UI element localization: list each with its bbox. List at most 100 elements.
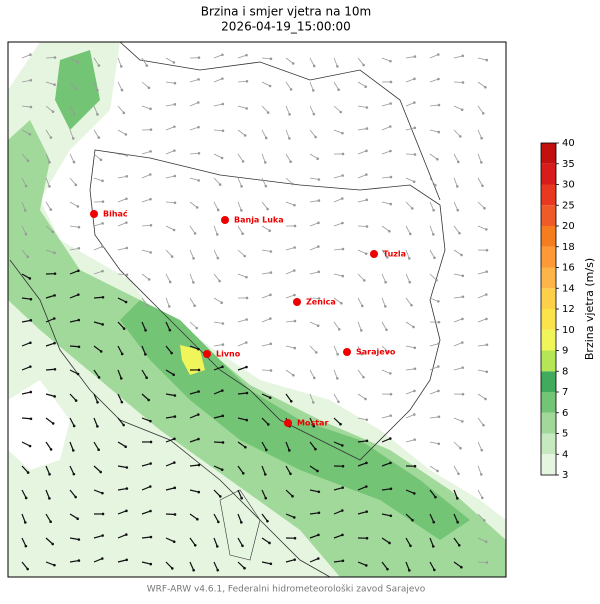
wind-arrow-head [30, 417, 33, 420]
wind-arrow-head [315, 351, 318, 354]
wind-arrow-head [288, 113, 291, 116]
wind-arrow-head [25, 233, 28, 236]
wind-arrow-head [267, 111, 270, 114]
wind-arrow-head [173, 540, 176, 543]
wind-arrow-head [317, 245, 320, 248]
colorbar-tick-label: 20 [562, 221, 575, 232]
wind-arrow-head [125, 301, 128, 304]
wind-arrow-head [174, 415, 177, 418]
wind-arrow-head [265, 185, 268, 188]
wind-arrow-head [437, 300, 440, 303]
wind-arrow-head [48, 497, 51, 500]
wind-arrow-head [241, 545, 244, 548]
wind-arrow-head [482, 112, 485, 115]
wind-arrow-head [480, 473, 483, 476]
wind-arrow-head [50, 136, 53, 139]
wind-arrow-head [312, 401, 315, 404]
footer: WRF-ARW v4.6.1, Federalni hidrometeorolo… [147, 584, 426, 595]
wind-arrow-head [486, 249, 489, 252]
wind-arrow-head [365, 199, 368, 202]
wind-arrow-head [294, 225, 297, 228]
wind-arrow-head [411, 519, 414, 522]
wind-arrow-head [245, 107, 248, 110]
wind-arrow-head [483, 519, 486, 522]
wind-arrow-head [169, 329, 172, 332]
wind-arrow-head [292, 374, 295, 377]
wind-arrow-head [438, 442, 441, 445]
colorbar-tick-label: 14 [562, 283, 575, 294]
wind-arrow-head [458, 544, 461, 547]
wind-arrow-head [96, 425, 99, 428]
wind-arrow-head [78, 538, 81, 541]
wind-arrow-head [150, 128, 153, 131]
wind-arrow-head [364, 85, 367, 88]
wind-arrow-head [481, 497, 484, 500]
city-label: Banja Luka [234, 216, 284, 225]
wind-arrow-head [53, 342, 56, 345]
wind-arrow-head [462, 295, 465, 298]
wind-arrow-head [198, 56, 201, 59]
wind-arrow-head [73, 161, 76, 164]
wind-arrow-head [25, 185, 28, 188]
wind-arrow-head [293, 516, 296, 519]
wind-arrow-head [436, 470, 439, 473]
wind-arrow-head [96, 89, 99, 92]
wind-arrow-head [462, 275, 465, 278]
city-label: Mostar [297, 419, 328, 428]
wind-arrow-head [243, 567, 246, 570]
wind-arrow-head [293, 347, 296, 350]
colorbar-segment [541, 434, 556, 455]
wind-arrow-head [170, 352, 173, 355]
wind-arrow-head [53, 294, 56, 297]
wind-arrow-head [435, 279, 438, 282]
wind-arrow-head [198, 369, 201, 372]
wind-arrow-head [245, 366, 248, 369]
wind-arrow-head [217, 209, 220, 212]
wind-arrow-head [195, 327, 198, 330]
wind-arrow-head [314, 448, 317, 451]
wind-arrow-head [366, 439, 369, 442]
wind-arrow-head [338, 328, 341, 331]
wind-arrow-head [245, 54, 248, 57]
wind-arrow-head [432, 521, 435, 524]
wind-arrow-head [149, 420, 152, 423]
wind-arrow-head [219, 495, 222, 498]
wind-arrow-head [78, 559, 81, 562]
wind-arrow-head [414, 465, 417, 468]
wind-arrow-head [54, 272, 57, 275]
wind-arrow-head [216, 545, 219, 548]
wind-arrow-head [102, 296, 105, 299]
wind-arrow-head [98, 136, 101, 139]
wind-arrow-head [336, 353, 339, 356]
wind-arrow-head [270, 57, 273, 60]
wind-arrow-head [74, 496, 77, 499]
wind-arrow-head [365, 462, 368, 465]
wind-arrow-head [461, 108, 464, 111]
colorbar-segment [541, 288, 556, 309]
wind-arrow-head [173, 487, 176, 490]
wind-arrow-head [72, 449, 75, 452]
wind-arrow-head [390, 81, 393, 84]
wind-arrow-head [101, 270, 104, 273]
wind-arrow-head [101, 534, 104, 537]
wind-arrow-head [385, 329, 388, 332]
wind-arrow-head [388, 230, 391, 233]
wind-arrow-head [49, 520, 52, 523]
wind-arrow-head [218, 280, 221, 283]
wind-arrow-head [96, 113, 99, 116]
wind-arrow-head [460, 254, 463, 257]
wind-arrow-head [265, 137, 268, 140]
wind-arrow-head [288, 137, 291, 140]
wind-arrow-head [98, 376, 101, 379]
wind-arrow-head [480, 161, 483, 164]
wind-arrow-head [173, 61, 176, 64]
wind-arrow-head [365, 564, 368, 567]
wind-arrow-head [169, 281, 172, 284]
wind-arrow-head [221, 103, 224, 106]
wind-arrow-head [123, 112, 126, 115]
wind-arrow-head [294, 320, 297, 323]
wind-arrow-head [340, 302, 343, 305]
wind-arrow-head [73, 473, 76, 476]
wind-arrow-head [99, 471, 102, 474]
